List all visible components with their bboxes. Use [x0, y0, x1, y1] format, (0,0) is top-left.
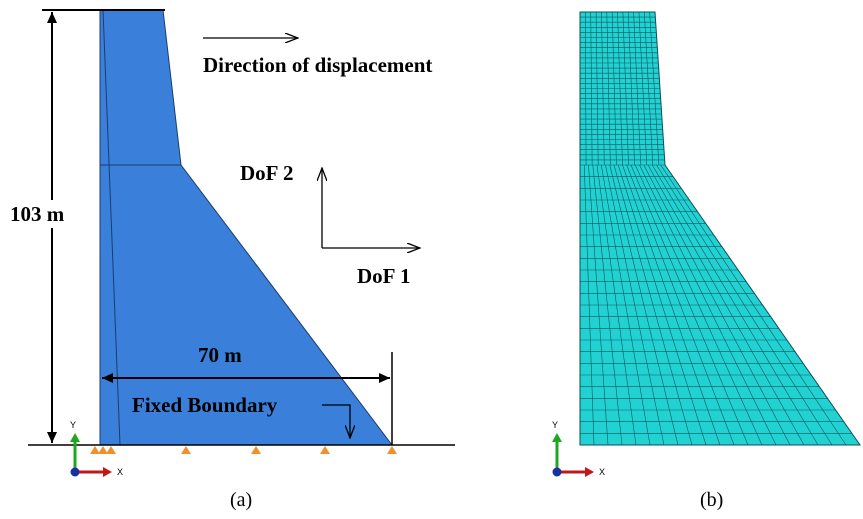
- height-label: 103 m: [10, 202, 65, 226]
- direction-label: Direction of displacement: [203, 53, 432, 77]
- dof2-label: DoF 2: [240, 161, 293, 185]
- panel-a: 103 m 70 m Fixed Boundary Direction of d…: [8, 10, 455, 511]
- figure: 103 m 70 m Fixed Boundary Direction of d…: [0, 0, 863, 519]
- panel-b: Y X (b): [552, 12, 860, 511]
- axis-x: X: [117, 467, 123, 477]
- width-label: 70 m: [198, 343, 242, 367]
- axis-y: Y: [70, 420, 76, 430]
- mesh-body: [580, 12, 860, 445]
- axis-x: X: [599, 467, 605, 477]
- supports: [90, 446, 397, 454]
- caption: (b): [700, 489, 723, 511]
- dof1-label: DoF 1: [357, 264, 410, 288]
- caption: (a): [230, 489, 252, 511]
- boundary-label: Fixed Boundary: [132, 393, 278, 417]
- axis-y: Y: [552, 420, 558, 430]
